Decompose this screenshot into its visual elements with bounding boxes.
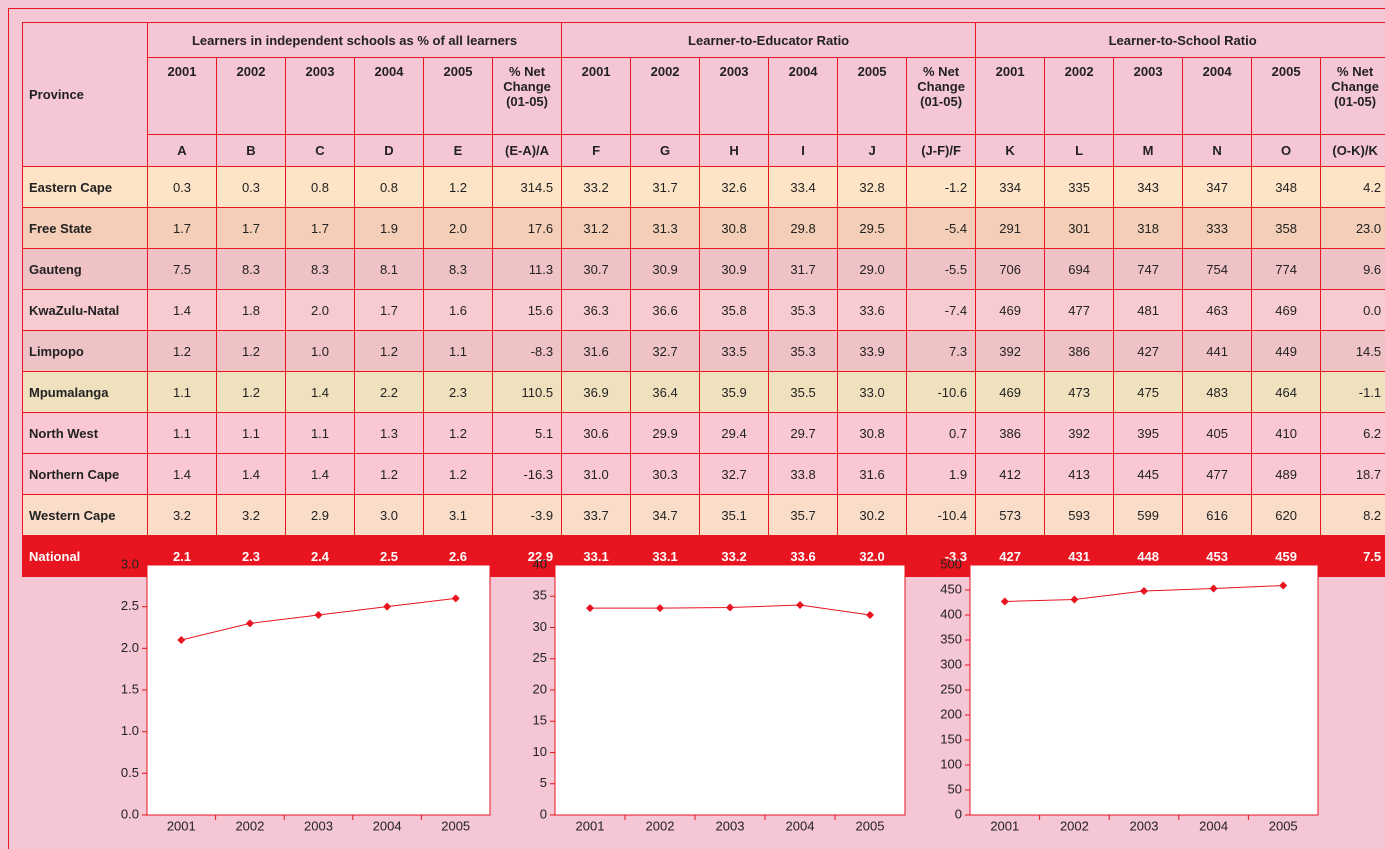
- y-tick-label: 20: [533, 681, 547, 696]
- plot-area: [555, 565, 905, 815]
- y-tick-label: 150: [940, 731, 962, 746]
- plot-area: [147, 565, 490, 815]
- y-tick-label: 0: [540, 806, 547, 821]
- y-tick-label: 15: [533, 713, 547, 728]
- y-tick-label: 10: [533, 744, 547, 759]
- x-tick-label: 2003: [304, 818, 333, 833]
- y-tick-label: 0.0: [121, 806, 139, 821]
- x-tick-label: 2004: [1199, 818, 1228, 833]
- y-tick-label: 30: [533, 619, 547, 634]
- y-tick-label: 1.5: [121, 681, 139, 696]
- x-tick-label: 2003: [1130, 818, 1159, 833]
- y-tick-label: 0: [955, 806, 962, 821]
- y-tick-label: 400: [940, 606, 962, 621]
- y-tick-label: 2.5: [121, 598, 139, 613]
- y-tick-label: 35: [533, 588, 547, 603]
- y-tick-label: 300: [940, 656, 962, 671]
- y-tick-label: 350: [940, 631, 962, 646]
- x-tick-label: 2003: [716, 818, 745, 833]
- x-tick-label: 2002: [235, 818, 264, 833]
- y-tick-label: 5: [540, 775, 547, 790]
- y-tick-label: 100: [940, 756, 962, 771]
- x-tick-label: 2002: [646, 818, 675, 833]
- y-tick-label: 3.0: [121, 556, 139, 571]
- x-tick-label: 2004: [786, 818, 815, 833]
- x-tick-label: 2001: [576, 818, 605, 833]
- y-tick-label: 50: [948, 781, 962, 796]
- y-tick-label: 500: [940, 556, 962, 571]
- x-tick-label: 2005: [1269, 818, 1298, 833]
- plot-area: [970, 565, 1318, 815]
- x-tick-label: 2002: [1060, 818, 1089, 833]
- y-tick-label: 40: [533, 556, 547, 571]
- y-tick-label: 1.0: [121, 723, 139, 738]
- y-tick-label: 450: [940, 581, 962, 596]
- y-tick-label: 200: [940, 706, 962, 721]
- x-tick-label: 2001: [167, 818, 196, 833]
- x-tick-label: 2001: [990, 818, 1019, 833]
- y-tick-label: 250: [940, 681, 962, 696]
- x-tick-label: 2005: [441, 818, 470, 833]
- x-tick-label: 2004: [373, 818, 402, 833]
- y-tick-label: 2.0: [121, 640, 139, 655]
- y-tick-label: 25: [533, 650, 547, 665]
- x-tick-label: 2005: [856, 818, 885, 833]
- y-tick-label: 0.5: [121, 765, 139, 780]
